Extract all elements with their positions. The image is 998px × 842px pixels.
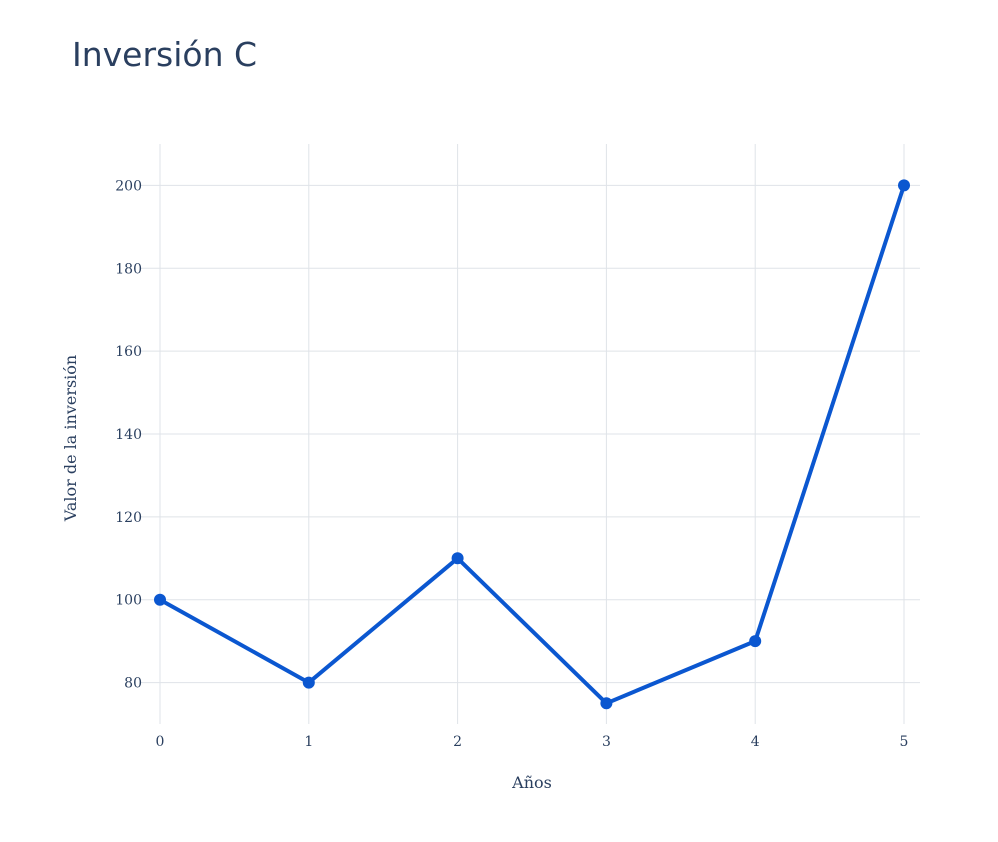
x-tick-label: 1: [304, 734, 313, 750]
x-tick-label: 4: [751, 734, 760, 750]
y-tick-label: 180: [115, 261, 142, 277]
data-point: [154, 593, 166, 606]
series-layer: [154, 179, 910, 710]
x-tick-label: 5: [900, 734, 909, 750]
y-tick-label: 140: [115, 427, 142, 443]
y-tick-label: 160: [115, 344, 142, 360]
y-tick-label: 120: [115, 510, 142, 526]
chart-title: Inversión C: [72, 35, 257, 74]
x-tick-label: 0: [156, 734, 165, 750]
data-point: [451, 552, 464, 565]
y-tick-label: 100: [115, 593, 142, 609]
data-point: [302, 676, 315, 689]
x-tick-label: 3: [602, 734, 611, 750]
x-tick-label: 2: [453, 734, 462, 750]
y-axis-title: Valor de la inversión: [61, 355, 80, 523]
tick-labels: 0 1 2 3 4 5 80 100 120 140 160 180 200: [115, 178, 908, 750]
y-tick-label: 200: [115, 178, 142, 194]
x-axis-title: Años: [511, 773, 552, 792]
gridlines: [140, 144, 920, 724]
series-line: [158, 183, 906, 706]
data-point: [749, 635, 762, 648]
data-point: [600, 697, 613, 710]
y-tick-label: 80: [124, 676, 142, 692]
data-point: [898, 179, 910, 192]
